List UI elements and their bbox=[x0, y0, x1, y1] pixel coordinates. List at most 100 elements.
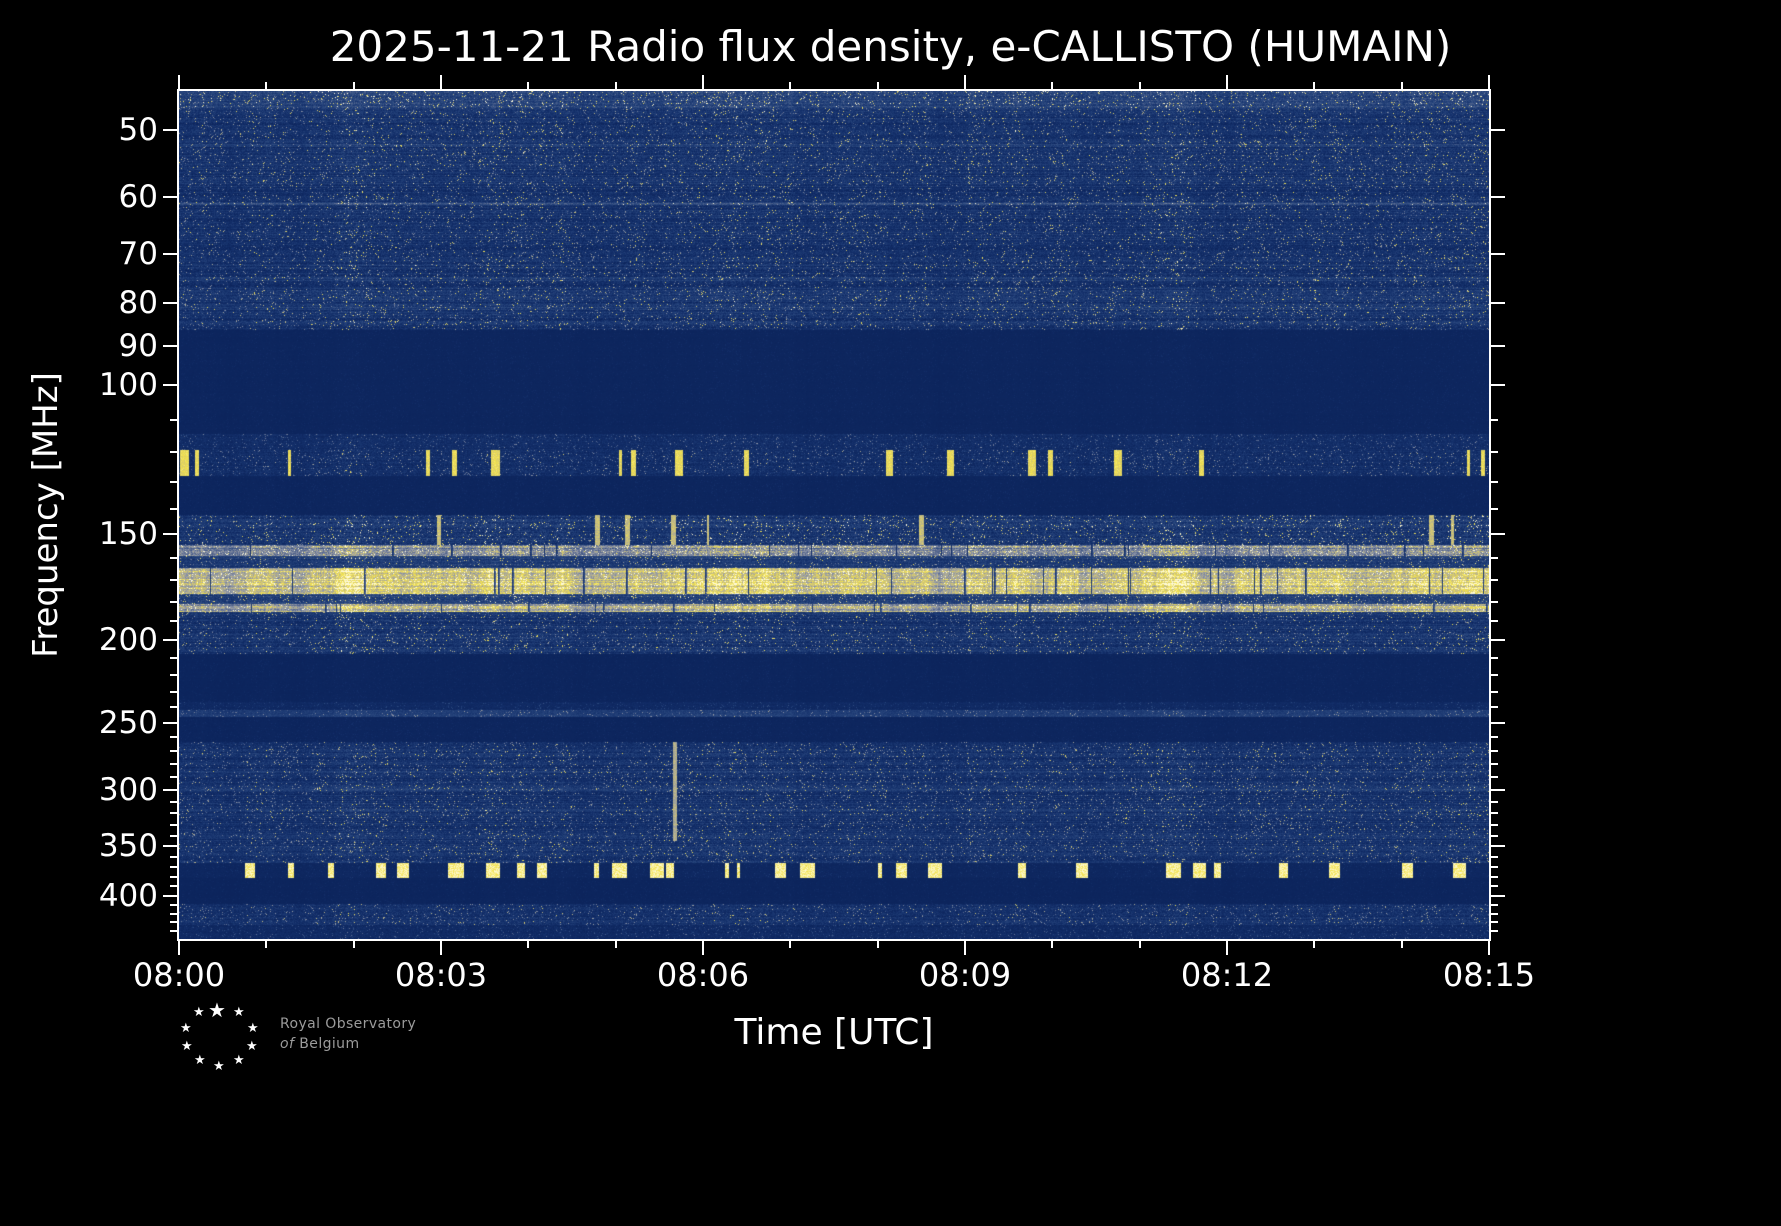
tick-mark bbox=[1491, 253, 1505, 255]
tick-mark bbox=[615, 82, 617, 89]
tick-mark bbox=[170, 557, 177, 559]
x-tick-label: 08:15 bbox=[1442, 956, 1536, 994]
tick-mark bbox=[1491, 895, 1505, 897]
tick-mark bbox=[170, 419, 177, 421]
tick-mark bbox=[1491, 674, 1498, 676]
tick-mark bbox=[170, 657, 177, 659]
star-icon: ★ bbox=[246, 1039, 258, 1054]
y-tick-label: 60 bbox=[118, 179, 158, 215]
tick-mark bbox=[1491, 866, 1498, 868]
y-tick-label: 50 bbox=[118, 112, 158, 148]
tick-mark bbox=[170, 736, 177, 738]
tick-mark bbox=[170, 481, 177, 483]
tick-mark bbox=[170, 856, 177, 858]
tick-mark bbox=[1491, 691, 1498, 693]
tick-mark bbox=[1491, 885, 1498, 887]
y-tick-label: 350 bbox=[98, 828, 158, 864]
tick-mark bbox=[877, 82, 879, 89]
tick-mark bbox=[964, 941, 966, 955]
tick-mark bbox=[178, 941, 180, 955]
tick-mark bbox=[170, 674, 177, 676]
star-icon: ★ bbox=[194, 1053, 206, 1068]
tick-mark bbox=[1491, 481, 1498, 483]
tick-mark bbox=[615, 941, 617, 948]
tick-mark bbox=[170, 885, 177, 887]
tick-mark bbox=[170, 921, 177, 923]
tick-mark bbox=[1491, 930, 1498, 932]
tick-mark bbox=[1491, 845, 1505, 847]
tick-mark bbox=[265, 82, 267, 89]
star-icon: ★ bbox=[233, 1005, 245, 1020]
star-icon: ★ bbox=[213, 1059, 225, 1074]
tick-mark bbox=[170, 866, 177, 868]
tick-mark bbox=[964, 75, 966, 89]
tick-mark bbox=[170, 913, 177, 915]
tick-mark bbox=[163, 533, 177, 535]
tick-mark bbox=[1491, 856, 1498, 858]
x-axis-label: Time [UTC] bbox=[734, 1012, 934, 1053]
star-icon: ★ bbox=[181, 1039, 193, 1054]
tick-mark bbox=[170, 763, 177, 765]
tick-mark bbox=[1491, 508, 1498, 510]
logo-of: of bbox=[280, 1036, 295, 1052]
tick-mark bbox=[1491, 384, 1505, 386]
tick-mark bbox=[440, 75, 442, 89]
tick-mark bbox=[1491, 129, 1505, 131]
tick-mark bbox=[1401, 82, 1403, 89]
tick-mark bbox=[170, 824, 177, 826]
y-tick-label: 300 bbox=[98, 772, 158, 808]
tick-mark bbox=[527, 82, 529, 89]
tick-mark bbox=[163, 639, 177, 641]
tick-mark bbox=[1491, 835, 1498, 837]
tick-mark bbox=[170, 930, 177, 932]
tick-mark bbox=[163, 789, 177, 791]
tick-mark bbox=[789, 82, 791, 89]
chart-title: 2025-11-21 Radio flux density, e-CALLIST… bbox=[329, 22, 1452, 71]
tick-mark bbox=[1491, 904, 1498, 906]
tick-mark bbox=[1491, 824, 1498, 826]
tick-mark bbox=[1491, 706, 1498, 708]
logo-text-line2: of Belgium bbox=[280, 1036, 360, 1052]
tick-mark bbox=[170, 706, 177, 708]
tick-mark bbox=[877, 941, 879, 948]
tick-mark bbox=[1313, 82, 1315, 89]
tick-mark bbox=[527, 941, 529, 948]
y-tick-label: 400 bbox=[98, 878, 158, 914]
tick-mark bbox=[1491, 763, 1498, 765]
tick-mark bbox=[789, 941, 791, 948]
tick-mark bbox=[163, 845, 177, 847]
tick-mark bbox=[1139, 941, 1141, 948]
tick-mark bbox=[1488, 75, 1490, 89]
tick-mark bbox=[163, 196, 177, 198]
y-tick-label: 150 bbox=[98, 516, 158, 552]
tick-mark bbox=[163, 384, 177, 386]
tick-mark bbox=[1491, 196, 1505, 198]
tick-mark bbox=[1491, 657, 1498, 659]
star-icon: ★ bbox=[247, 1021, 259, 1036]
star-icon: ★ bbox=[180, 1021, 192, 1036]
tick-mark bbox=[170, 835, 177, 837]
tick-mark bbox=[1491, 557, 1498, 559]
tick-mark bbox=[702, 941, 704, 955]
x-tick-label: 08:00 bbox=[132, 956, 226, 994]
tick-mark bbox=[1491, 736, 1498, 738]
tick-mark bbox=[170, 812, 177, 814]
tick-mark bbox=[170, 904, 177, 906]
tick-mark bbox=[1491, 776, 1498, 778]
star-icon: ★ bbox=[193, 1005, 205, 1020]
tick-mark bbox=[1313, 941, 1315, 948]
tick-mark bbox=[1491, 419, 1498, 421]
tick-mark bbox=[170, 620, 177, 622]
tick-mark bbox=[1491, 533, 1505, 535]
tick-mark bbox=[170, 876, 177, 878]
tick-mark bbox=[1491, 789, 1505, 791]
tick-mark bbox=[1491, 579, 1498, 581]
tick-mark bbox=[1491, 601, 1498, 603]
y-tick-label: 80 bbox=[118, 285, 158, 321]
tick-mark bbox=[353, 82, 355, 89]
tick-mark bbox=[1491, 620, 1498, 622]
tick-mark bbox=[1401, 941, 1403, 948]
tick-mark bbox=[1491, 345, 1505, 347]
tick-mark bbox=[1491, 639, 1505, 641]
